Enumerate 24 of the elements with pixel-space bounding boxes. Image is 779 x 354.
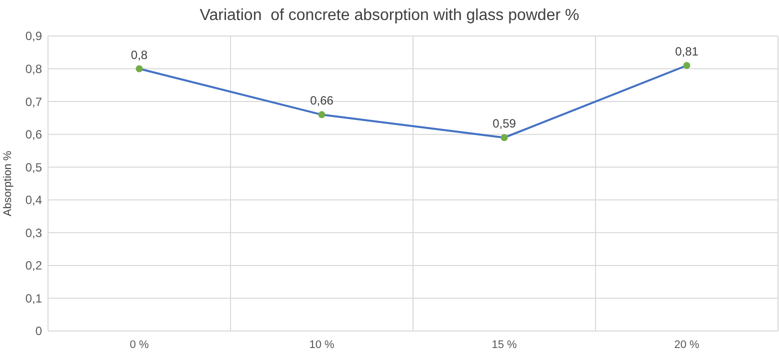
- y-tick-label: 0,4: [25, 193, 42, 208]
- x-tick-label: 0 %: [130, 339, 149, 351]
- data-label: 0,59: [492, 116, 516, 131]
- y-tick-label: 0,2: [25, 258, 42, 273]
- data-label: 0,66: [310, 94, 334, 108]
- x-tick-label: 20 %: [674, 339, 700, 351]
- y-tick-label: 0,8: [25, 62, 42, 76]
- data-label: 0,8: [130, 48, 148, 62]
- y-tick-label: 0,9: [25, 29, 42, 44]
- point: [318, 111, 326, 118]
- y-tick-label: 0,5: [25, 160, 42, 174]
- y-tick-label: 0,1: [25, 291, 42, 306]
- data-label: 0,81: [675, 44, 699, 58]
- chart-title: Variation of concrete absorption with glass powder %: [200, 7, 580, 24]
- x-tick-label: 15 %: [492, 339, 517, 351]
- y-axis-title: Absorption %: [2, 150, 14, 216]
- y-tick-label: 0,7: [25, 94, 42, 109]
- point: [136, 65, 143, 72]
- point: [683, 62, 690, 69]
- y-tick-label: 0,3: [25, 226, 42, 240]
- x-tick-label: 10 %: [309, 339, 334, 351]
- y-tick-label: 0: [35, 324, 42, 338]
- y-tick-label: 0,6: [25, 128, 42, 142]
- point: [500, 134, 508, 142]
